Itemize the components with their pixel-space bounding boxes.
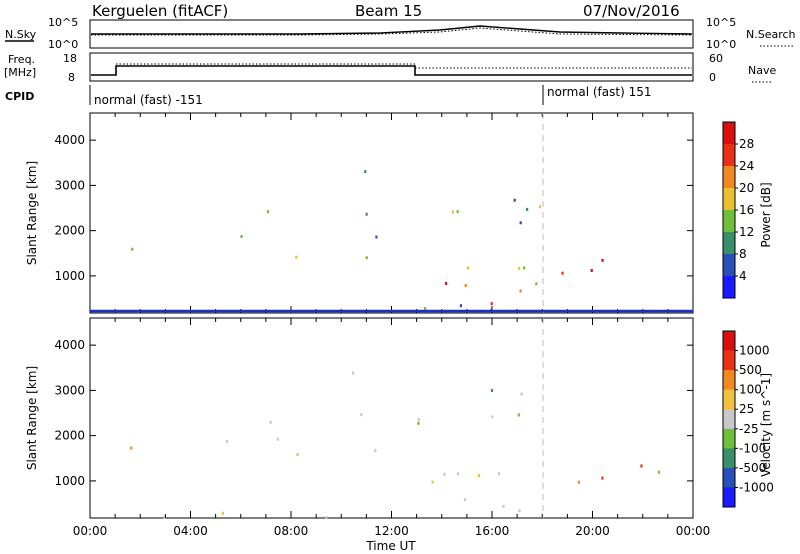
velocity-colorbar-label: Velocity [m s^-1] — [759, 373, 773, 477]
colorbar-tick: 12 — [739, 225, 754, 239]
colorbar-cell — [723, 144, 735, 167]
colorbar-tick: 28 — [739, 137, 754, 151]
colorbar-tick: 20 — [739, 181, 754, 195]
nsearch-tick-bottom: 10^0 — [706, 38, 736, 51]
colorbar-tick: 24 — [739, 159, 754, 173]
velocity-colorbar: 1000 500 100 25 -25 -100 -500 -1000 — [722, 330, 774, 508]
colorbar-tick: 500 — [739, 363, 762, 377]
colorbar-cell — [723, 232, 735, 255]
colorbar-cell — [723, 409, 735, 430]
nsearch-tick-top: 10^5 — [706, 16, 736, 29]
nsky-tick-top: 10^5 — [48, 16, 78, 29]
ytick-label: 4000 — [54, 338, 85, 352]
colorbar-cell — [723, 467, 735, 488]
colorbar-tick: -1000 — [739, 480, 774, 494]
nave-tick-bottom: 0 — [709, 71, 716, 84]
colorbar-cell — [723, 122, 735, 145]
xtick-label: 16:00 — [475, 524, 510, 538]
colorbar-cell — [723, 487, 735, 508]
ytick-label: 2000 — [54, 429, 85, 443]
xtick-label: 00:00 — [73, 524, 108, 538]
freq-panel: Freq. [MHz] 18 8 60 0 Nave — [4, 52, 776, 84]
cpid-segment-2: normal (fast) 151 — [547, 85, 651, 99]
power-heatmap — [131, 170, 668, 313]
ytick-label: 3000 — [54, 383, 85, 397]
colorbar-tick: -25 — [739, 422, 759, 436]
freq-line — [91, 65, 692, 76]
ytick-label: 1000 — [54, 474, 85, 488]
ytick-label: 1000 — [54, 269, 85, 283]
beam-label: Beam 15 — [355, 2, 422, 20]
power-colorbar-label: Power [dB] — [759, 182, 773, 247]
colorbar-tick: 1000 — [739, 344, 770, 358]
nave-label: Nave — [748, 64, 776, 77]
velocity-ylabel: Slant Range [km] — [25, 366, 39, 470]
ytick-label: 2000 — [54, 224, 85, 238]
colorbar-tick: 100 — [739, 383, 762, 397]
nsky-line — [91, 25, 693, 35]
freq-tick-top: 18 — [63, 52, 77, 65]
freq-label-1: Freq. — [8, 53, 35, 66]
colorbar-cell — [723, 428, 735, 449]
xaxis-label: Time UT — [365, 539, 416, 553]
nsky-panel: N.Sky 10^5 10^0 10^5 10^0 N.Search — [5, 16, 796, 51]
colorbar-cell — [723, 210, 735, 233]
cpid-label: CPID — [5, 90, 34, 103]
colorbar-cell — [723, 166, 735, 189]
colorbar-tick: 8 — [739, 247, 747, 261]
colorbar-tick: -100 — [739, 441, 766, 455]
nsearch-line — [91, 27, 693, 36]
axes: 1000 2000 3000 4000 1000 2000 3000 4000 00:00 04:… — [54, 113, 710, 538]
colorbar-cell — [723, 448, 735, 469]
freq-label-2: [MHz] — [4, 66, 36, 79]
colorbar-tick: 16 — [739, 203, 754, 217]
power-plot-frame — [89, 112, 694, 314]
colorbar-tick: 4 — [739, 269, 747, 283]
nave-line — [116, 63, 692, 69]
cpid-panel: CPID normal (fast) -151 normal (fast) 15… — [5, 85, 651, 107]
colorbar-cell — [723, 350, 735, 371]
figure-title: Kerguelen (fitACF) — [92, 2, 228, 20]
cpid-segment-1: normal (fast) -151 — [94, 93, 203, 107]
colorbar-cell — [723, 331, 735, 351]
colorbar-cell — [723, 276, 735, 299]
xtick-label: 12:00 — [374, 524, 409, 538]
ytick-label: 3000 — [54, 178, 85, 192]
colorbar-tick: -500 — [739, 461, 766, 475]
nsearch-label: N.Search — [746, 28, 796, 41]
velocity-heatmap — [130, 371, 661, 519]
colorbar-cell — [723, 370, 735, 390]
freq-tick-bottom: 8 — [68, 71, 75, 84]
xtick-label: 08:00 — [274, 524, 309, 538]
nsky-label: N.Sky — [5, 28, 37, 41]
ytick-label: 4000 — [54, 133, 85, 147]
xtick-label: 04:00 — [173, 524, 208, 538]
colorbar-cell — [723, 188, 735, 211]
colorbar-cell — [723, 389, 735, 410]
colorbar-cell — [723, 254, 735, 277]
xtick-label: 00:00 — [676, 524, 711, 538]
xtick-label: 20:00 — [575, 524, 610, 538]
date-label: 07/Nov/2016 — [583, 2, 680, 20]
power-colorbar: 4 8 12 16 20 24 28 — [722, 121, 754, 299]
power-ylabel: Slant Range [km] — [25, 161, 39, 265]
nave-tick-top: 60 — [709, 52, 723, 65]
colorbar-tick: 25 — [739, 402, 754, 416]
nsky-tick-bottom: 10^0 — [48, 38, 78, 51]
velocity-plot-frame — [89, 317, 694, 519]
